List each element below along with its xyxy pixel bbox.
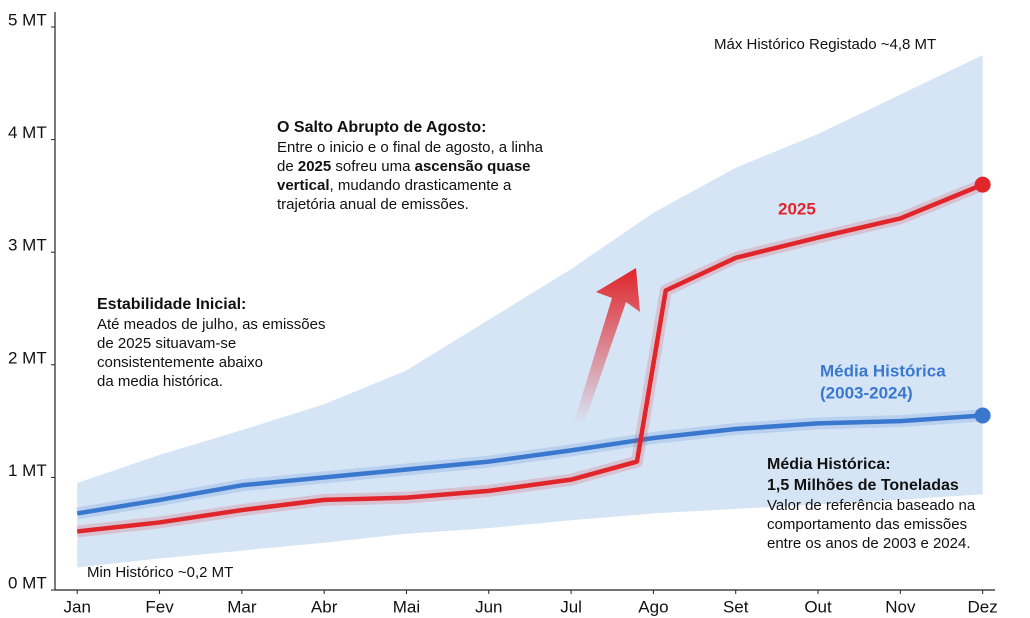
x-tick-label: Out bbox=[804, 597, 832, 616]
min-label: Min Histórico ~0,2 MT bbox=[87, 564, 233, 581]
annotation-text: sofreu uma bbox=[331, 158, 414, 175]
annotation-text: trajetória anual de emissões. bbox=[277, 196, 469, 213]
y-tick-label: 5 MT bbox=[8, 10, 47, 29]
y-tick-label: 4 MT bbox=[8, 123, 47, 142]
annotation-text: ascensão quase bbox=[415, 158, 531, 175]
annotation-line: de 2025 situavam-se bbox=[97, 335, 236, 352]
annotation-line: Entre o inicio e o final de agosto, a li… bbox=[277, 139, 544, 156]
x-tick-label: Abr bbox=[311, 597, 338, 616]
series-line bbox=[76, 182, 984, 534]
annotation-line: da media histórica. bbox=[97, 373, 223, 390]
annotation-text: da media histórica. bbox=[97, 373, 223, 390]
series-label: (2003-2024) bbox=[820, 383, 913, 402]
x-tick-label: Set bbox=[723, 597, 749, 616]
range-band bbox=[77, 55, 983, 568]
series-label: 2025 bbox=[778, 199, 816, 218]
end-dot bbox=[974, 176, 991, 193]
series-label: Média Histórica bbox=[820, 361, 946, 380]
annotation-title: Estabilidade Inicial: bbox=[97, 296, 246, 313]
annotation-text: Valor de referência baseado na bbox=[767, 497, 976, 514]
annotation-line: comportamento das emissões bbox=[767, 516, 967, 533]
annotation-text: Entre o inicio e o final de agosto, a li… bbox=[277, 139, 544, 156]
y-tick-label: 3 MT bbox=[8, 236, 47, 255]
annotation-title: 1,5 Milhões de Toneladas bbox=[767, 477, 959, 494]
annotation-text: vertical bbox=[277, 177, 330, 194]
annotation-line: consistentemente abaixo bbox=[97, 354, 263, 371]
jump-arrow bbox=[574, 268, 640, 424]
x-tick-label: Dez bbox=[968, 597, 998, 616]
annotation-text: , mudando drasticamente a bbox=[330, 177, 512, 194]
y-tick-label: 2 MT bbox=[8, 348, 47, 367]
x-tick-label: Fev bbox=[145, 597, 174, 616]
x-tick-label: Jun bbox=[475, 597, 502, 616]
annotation-text: de bbox=[277, 158, 298, 175]
annotation-text: Até meados de julho, as emissões bbox=[97, 316, 325, 333]
annotation-line: entre os anos de 2003 e 2024. bbox=[767, 535, 971, 552]
x-tick-label: Mar bbox=[227, 597, 257, 616]
annotation-text: de 2025 situavam-se bbox=[97, 335, 236, 352]
y-tick-label: 0 MT bbox=[8, 573, 47, 592]
y-tick-label: 1 MT bbox=[8, 461, 47, 480]
annotation-line: trajetória anual de emissões. bbox=[277, 196, 469, 213]
annotation-line: vertical, mudando drasticamente a bbox=[277, 177, 512, 194]
annotation-line: Valor de referência baseado na bbox=[767, 497, 976, 514]
x-tick-label: Jul bbox=[560, 597, 582, 616]
x-tick-label: Nov bbox=[885, 597, 916, 616]
annotation-text: comportamento das emissões bbox=[767, 516, 967, 533]
annotation-text: entre os anos de 2003 e 2024. bbox=[767, 535, 971, 552]
max-label: Máx Histórico Registado ~4,8 MT bbox=[714, 36, 936, 53]
annotation-text: 2025 bbox=[298, 158, 331, 175]
annotation-text: consistentemente abaixo bbox=[97, 354, 263, 371]
annotation-title: Média Histórica: bbox=[767, 456, 891, 473]
series-line bbox=[76, 413, 983, 516]
annotation-title: O Salto Abrupto de Agosto: bbox=[277, 119, 486, 136]
x-tick-label: Ago bbox=[638, 597, 668, 616]
x-tick-label: Mai bbox=[393, 597, 420, 616]
annotation-line: Até meados de julho, as emissões bbox=[97, 316, 325, 333]
end-dot bbox=[974, 407, 991, 424]
x-tick-label: Jan bbox=[64, 597, 91, 616]
annotation-line: de 2025 sofreu uma ascensão quase bbox=[277, 158, 531, 175]
